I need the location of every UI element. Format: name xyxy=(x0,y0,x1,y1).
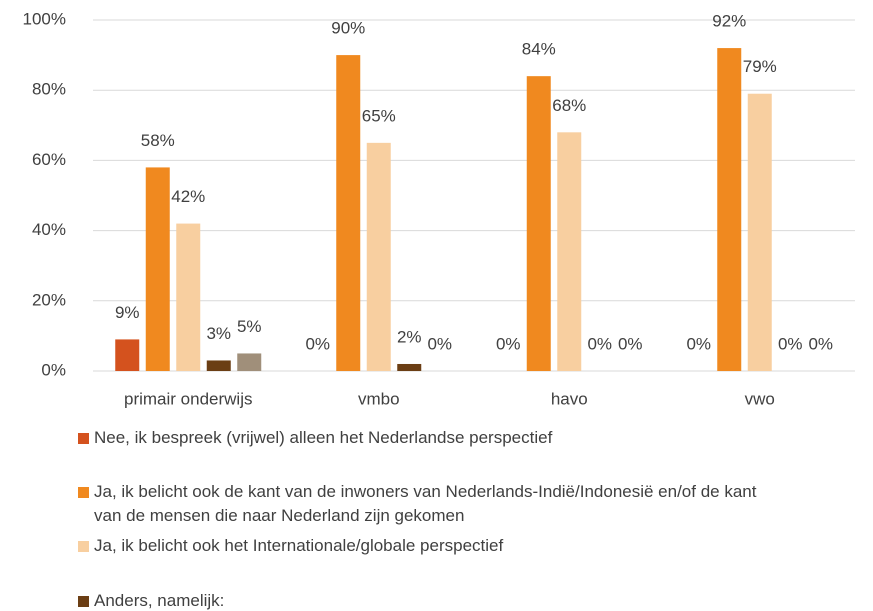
bar xyxy=(557,132,582,371)
data-label: 42% xyxy=(171,187,205,206)
legend-item: Nee, ik bespreek (vrijwel) alleen het Ne… xyxy=(78,426,778,450)
y-tick-label: 100% xyxy=(23,9,66,28)
chart: 0% 20% 40% 60% 80% 100% primair onderwijs 9% 58%… xyxy=(23,9,855,408)
data-label: 68% xyxy=(552,96,586,115)
data-label: 5% xyxy=(237,317,262,336)
data-label: 0% xyxy=(496,334,521,353)
data-label: 0% xyxy=(427,334,452,353)
bar xyxy=(717,48,742,372)
bar xyxy=(336,55,361,371)
legend-label: Anders, namelijk: xyxy=(94,591,225,610)
legend-item: Anders, namelijk: xyxy=(78,589,778,611)
data-label: 84% xyxy=(522,40,556,59)
bar xyxy=(526,76,551,371)
bar xyxy=(115,339,140,371)
legend-item: Ja, ik belicht ook de kant van de inwone… xyxy=(78,480,778,528)
bar xyxy=(145,167,170,371)
legend-label: Nee, ik bespreek (vrijwel) alleen het Ne… xyxy=(94,428,553,447)
legend-swatch xyxy=(78,433,89,444)
data-label: 92% xyxy=(712,12,746,31)
data-label: 0% xyxy=(778,334,803,353)
y-tick-label: 80% xyxy=(32,80,66,99)
legend-swatch xyxy=(78,596,89,607)
data-label: 0% xyxy=(686,334,711,353)
data-label: 0% xyxy=(305,334,330,353)
data-label: 90% xyxy=(331,19,365,38)
bar xyxy=(237,353,262,371)
data-label: 79% xyxy=(743,57,777,76)
y-tick-label: 0% xyxy=(41,360,66,379)
x-tick-label: primair onderwijs xyxy=(124,389,252,408)
bar xyxy=(206,360,231,371)
data-label: 0% xyxy=(587,334,612,353)
data-label: 9% xyxy=(115,303,140,322)
legend-label: Ja, ik belicht ook het Internationale/gl… xyxy=(94,536,504,555)
legend-swatch xyxy=(78,487,89,498)
legend-item: Ja, ik belicht ook het Internationale/gl… xyxy=(78,534,778,558)
x-tick-label: vmbo xyxy=(358,389,400,408)
data-label: 58% xyxy=(141,131,175,150)
data-label: 0% xyxy=(808,334,833,353)
bar xyxy=(397,363,422,371)
x-tick-label: vwo xyxy=(745,389,775,408)
y-tick-label: 20% xyxy=(32,290,66,309)
legend-label: Ja, ik belicht ook de kant van de inwone… xyxy=(94,482,757,525)
legend-swatch xyxy=(78,541,89,552)
data-label: 2% xyxy=(397,327,422,346)
y-tick-label: 40% xyxy=(32,220,66,239)
y-tick-label: 60% xyxy=(32,150,66,169)
data-label: 3% xyxy=(206,324,231,343)
bar xyxy=(366,142,391,371)
bar xyxy=(176,223,201,371)
bar xyxy=(747,93,772,372)
data-label: 0% xyxy=(618,334,643,353)
data-label: 65% xyxy=(362,106,396,125)
x-tick-label: havo xyxy=(551,389,588,408)
